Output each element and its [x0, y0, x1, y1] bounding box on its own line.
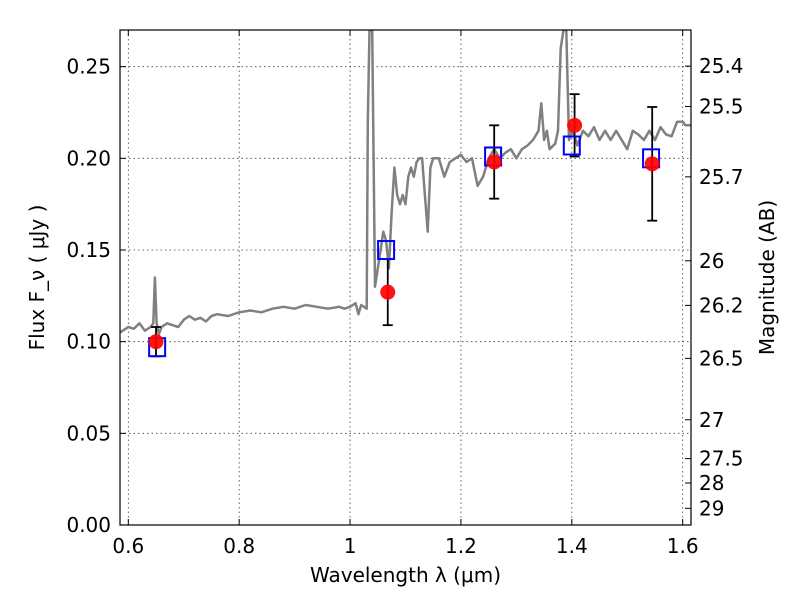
y-axis-title: Flux F_ν ( μJy )	[25, 205, 49, 351]
x-tick-label: 0.8	[223, 534, 255, 558]
model-square-marker	[562, 135, 581, 156]
observed-point	[486, 154, 502, 170]
right-tick-label: 29	[699, 496, 724, 520]
y-tick-label: 0.20	[66, 146, 111, 170]
right-tick-label: 26	[699, 249, 724, 273]
observed-point	[148, 334, 164, 350]
data-layer	[120, 30, 691, 358]
plot-frame	[119, 29, 692, 526]
observed-point	[380, 284, 396, 300]
right-tick-label: 26.5	[699, 346, 744, 370]
model-square-marker	[377, 240, 396, 260]
x-tick-label: 1.6	[667, 534, 699, 558]
y-tick-label: 0.00	[66, 513, 111, 537]
y-tick-label: 0.10	[66, 330, 111, 354]
x-tick-label: 1	[344, 534, 357, 558]
right-tick-label: 27	[699, 408, 724, 432]
observed-point	[644, 156, 660, 172]
axis-ticks	[120, 30, 691, 526]
grid-lines	[120, 30, 691, 526]
right-tick-label: 27.5	[699, 447, 744, 471]
spectrum-line	[120, 30, 691, 336]
right-tick-label: 25.4	[699, 54, 744, 78]
tick-labels: 0.6 0.8 1 1.2 1.4 1.6 0.00 0.05 0.10 0.15 0.20 0.25…	[66, 54, 743, 558]
y-axis-right-title: Magnitude (AB)	[755, 200, 779, 355]
right-tick-label: 28	[699, 471, 724, 495]
x-tick-label: 0.6	[112, 534, 144, 558]
right-tick-label: 25.7	[699, 165, 744, 189]
y-tick-label: 0.25	[66, 55, 111, 79]
x-tick-label: 1.2	[445, 534, 477, 558]
x-tick-label: 1.4	[556, 534, 588, 558]
observed-point	[567, 117, 583, 133]
y-tick-label: 0.15	[66, 238, 111, 262]
y-tick-label: 0.05	[66, 421, 111, 445]
x-axis-title: Wavelength λ (μm)	[310, 563, 501, 587]
right-tick-label: 25.5	[699, 94, 744, 118]
right-tick-label: 26.2	[699, 293, 744, 317]
